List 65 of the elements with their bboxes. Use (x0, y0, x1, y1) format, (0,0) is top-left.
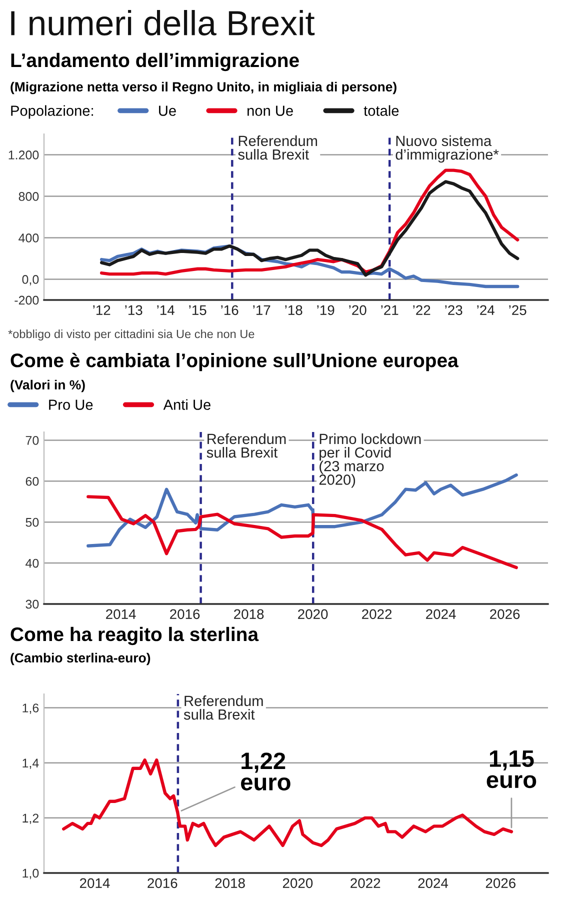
x-tick-label: ’17 (253, 305, 270, 315)
y-tick-label: 70 (26, 436, 39, 445)
x-tick-label: ’18 (285, 305, 302, 316)
chart-subtitle: (Valori in %) (10, 380, 85, 392)
annotation: 1,15 euro (486, 750, 536, 788)
y-tick-label: 1,4 (22, 758, 39, 769)
x-tick-label: 2014 (80, 878, 110, 888)
chart-subtitle: (Migrazione netta verso il Regno Unito, in migliaia di persone) (10, 82, 396, 94)
x-tick-label: 2024 (418, 878, 448, 888)
x-tick-label: ’21 (381, 305, 398, 315)
y-tick-label: -200 (14, 296, 39, 305)
legend-label: Pro Ue (49, 400, 93, 410)
x-tick-label: 2024 (426, 609, 456, 620)
y-tick-label: 1,0 (22, 868, 39, 880)
x-tick-label: 2020 (298, 609, 328, 620)
x-tick-label: 2016 (170, 609, 200, 620)
line-series (86, 495, 518, 570)
annotation: 1,22 euro (241, 752, 290, 790)
x-tick-label: ’12 (93, 305, 110, 315)
x-tick-label: ’19 (317, 305, 334, 316)
ref-line-label: Referendum sulla Brexit (206, 433, 286, 458)
line-series (86, 473, 518, 548)
y-tick-label: 1,6 (22, 704, 39, 714)
x-tick-label: ’22 (413, 305, 430, 315)
y-tick-label: 40 (26, 558, 39, 568)
y-tick-label: 800 (18, 192, 39, 201)
x-tick-label: ’16 (221, 305, 238, 316)
x-tick-label: ’23 (445, 305, 462, 316)
x-tick-label: ’14 (157, 305, 174, 315)
x-tick-label: 2016 (148, 878, 178, 888)
x-tick-label: ’25 (509, 305, 526, 316)
ref-line-label: Nuovo sistema d’immigrazione* (396, 135, 499, 163)
x-tick-label: 2026 (490, 609, 520, 620)
y-tick-label: 1.200 (8, 150, 39, 160)
x-tick-label: ’20 (349, 305, 366, 316)
y-tick-label: 60 (26, 476, 39, 486)
x-tick-label: 2018 (234, 609, 264, 620)
legend-label: totale (364, 105, 399, 116)
x-tick-label: 2022 (362, 609, 392, 620)
chart-title: L’andamento dell’immigrazione (11, 52, 299, 72)
ref-line-label: Referendum sulla Brexit (184, 695, 263, 720)
x-tick-label: ’15 (189, 305, 206, 316)
chart-title: Come ha reagito la sterlina (10, 626, 259, 646)
chart-subtitle: (Cambio sterlina-euro) (10, 652, 150, 666)
y-tick-label: 1,2 (22, 814, 39, 824)
text: *obbligo di visto per cittadini sia Ue che non Ue (8, 329, 254, 341)
x-tick-label: 2022 (350, 878, 380, 888)
x-tick-label: 2026 (486, 878, 516, 888)
y-tick-label: 0,0 (22, 275, 39, 286)
y-tick-label: 50 (26, 518, 39, 527)
x-tick-label: 2018 (215, 878, 245, 888)
legend-label: Ue (159, 106, 176, 116)
x-tick-label: ’13 (125, 305, 142, 316)
legend-label: non Ue (248, 106, 293, 116)
y-tick-label: 30 (26, 600, 39, 609)
x-tick-label: ’24 (477, 305, 494, 315)
x-tick-label: 2020 (282, 878, 313, 888)
y-tick-label: 400 (18, 234, 39, 242)
text: I numeri della Brexit (11, 10, 315, 36)
ref-line-label: Referendum sulla Brexit (238, 135, 318, 160)
ref-line-label: Primo lockdown per il Covid (23 marzo 2020) (319, 433, 421, 488)
legend-label: Anti Ue (163, 399, 210, 410)
chart-title: Come è cambiata l’opinione sull’Unione europea (10, 352, 459, 372)
x-tick-label: 2014 (106, 609, 136, 620)
legend-title: Popolazione: (11, 105, 93, 119)
